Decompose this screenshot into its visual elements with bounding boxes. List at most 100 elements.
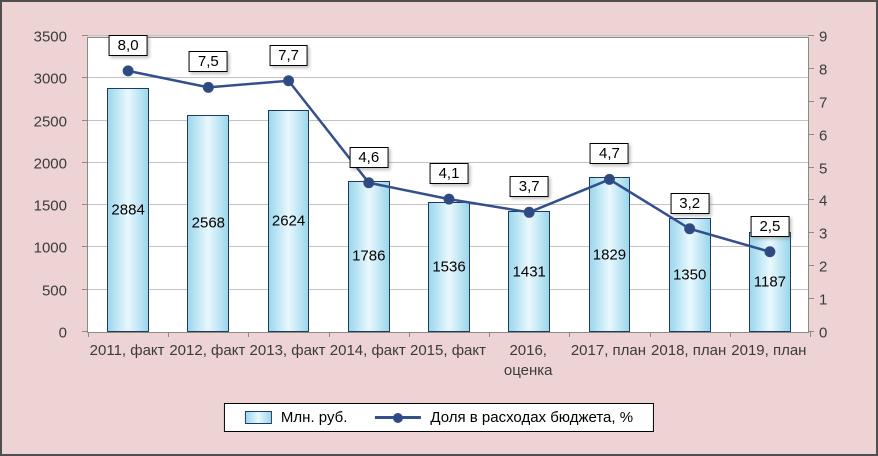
y-axis-left-tick-mark: [82, 77, 88, 79]
gridline: [88, 77, 808, 79]
line-marker: [363, 177, 375, 189]
x-axis-category-label: 2019, план: [731, 342, 807, 359]
y-axis-right-tick-mark: [808, 67, 814, 69]
x-axis-category-label: 2013, факт: [249, 342, 326, 359]
line-marker: [202, 81, 214, 93]
bar-value-label: 2624: [271, 212, 306, 230]
y-axis-left-tick-mark: [82, 119, 88, 121]
y-axis-right-tick-label: 8: [819, 61, 828, 79]
line-value-label: 3,2: [670, 192, 710, 214]
y-axis-left-tick-label: 3000: [33, 70, 67, 88]
x-axis-tick-mark: [649, 332, 651, 337]
y-axis-right-tick-mark: [808, 199, 814, 201]
bar: [107, 88, 149, 332]
x-axis-tick-mark: [168, 332, 170, 337]
x-axis-tick-mark: [729, 332, 731, 337]
y-axis-left-tick-mark: [82, 288, 88, 290]
line-marker: [443, 193, 455, 205]
x-axis-tick-mark: [569, 332, 571, 337]
bar-value-label: 1786: [352, 247, 386, 265]
line-marker-icon: [393, 412, 404, 423]
line-marker: [684, 223, 696, 235]
bar-swatch-icon: [244, 411, 272, 424]
bar: [588, 177, 631, 332]
x-axis-tick-mark: [248, 332, 250, 337]
x-axis-category-label: 2014, факт: [329, 342, 406, 359]
gridline: [88, 35, 808, 36]
line-value-label: 8,0: [108, 34, 148, 56]
bar-value-label: 1536: [432, 258, 466, 276]
line-value-label: 4,1: [429, 163, 469, 185]
bar-value-label: 2884: [111, 201, 145, 219]
line-marker: [283, 75, 295, 87]
x-axis-tick-mark: [328, 332, 330, 337]
bar-value-label: 1829: [592, 246, 627, 264]
gridline: [88, 119, 808, 121]
line-marker: [122, 65, 134, 77]
y-axis-left-tick-label: 2500: [33, 113, 67, 131]
y-axis-left-tick-label: 500: [41, 282, 67, 300]
line-path: [127, 69, 771, 253]
y-axis-right-tick-label: 5: [819, 160, 828, 178]
y-axis-right-tick-mark: [808, 232, 814, 234]
y-axis-left-tick-mark: [82, 331, 88, 332]
y-axis-right-tick-mark: [808, 265, 814, 267]
x-axis-tick-mark: [408, 332, 410, 337]
y-axis-right-tick-label: 2: [819, 258, 828, 276]
line-value-label: 2,5: [750, 215, 790, 237]
y-axis-left-tick-label: 1500: [33, 197, 67, 215]
bar: [187, 114, 230, 332]
legend-item-bar-series: Млн. руб.: [244, 409, 348, 426]
y-axis-right-tick-label: 3: [819, 225, 828, 243]
bar: [267, 110, 310, 332]
bar: [508, 210, 551, 332]
bar-value-label: 1431: [512, 263, 546, 280]
bar-value-label: 1187: [753, 273, 787, 291]
y-axis-left-tick-label: 1000: [33, 239, 67, 257]
y-axis-right-tick-label: 7: [819, 94, 828, 112]
bar: [668, 217, 711, 332]
bar-value-label: 2568: [191, 214, 226, 232]
x-axis: 2011, факт 2012, факт 2013, факт 2014, факт…: [87, 333, 809, 395]
y-axis-left-tick-mark: [82, 246, 88, 248]
y-axis-right-tick-label: 4: [819, 192, 828, 210]
y-axis-right-tick-label: 0: [819, 324, 828, 342]
x-axis-category-label: 2018, план: [651, 342, 727, 359]
x-axis-tick-mark: [810, 332, 811, 337]
y-axis-left-tick-mark: [82, 161, 88, 163]
plot-area: 2884 2568 2624 1786 1536 1431 1829 1350 1187 8,0 7…: [82, 34, 814, 337]
legend-bar-label: Млн. руб.: [280, 409, 348, 426]
bar-value-label: 1350: [672, 266, 707, 284]
x-axis-tick-mark: [88, 332, 89, 337]
line-marker: [603, 173, 615, 185]
gridline: [88, 161, 808, 163]
x-axis-category-label: 2011, факт: [89, 342, 165, 359]
x-axis-category-label: 2012, факт: [169, 342, 246, 359]
y-axis-right-tick-label: 6: [819, 127, 828, 145]
line-value-label: 4,6: [349, 146, 389, 168]
bar: [347, 180, 390, 332]
y-axis-right-tick-mark: [808, 133, 814, 135]
bar: [428, 202, 470, 332]
y-axis-left-tick-label: 2000: [33, 155, 67, 173]
y-axis-right-tick-label: 1: [819, 291, 828, 309]
line-value-label: 4,7: [590, 143, 629, 165]
y-axis-right: 0 1 2 3 4 5 6 7 8 9: [811, 29, 871, 342]
line-marker: [523, 206, 535, 218]
legend-item-line-series: Доля в расходах бюджета, %: [375, 409, 633, 426]
line-marker: [764, 246, 776, 258]
line-series: [122, 65, 776, 258]
legend-line-label: Доля в расходах бюджета, %: [430, 409, 634, 426]
line-value-label: 3,7: [509, 176, 549, 198]
y-axis-right-tick-mark: [808, 298, 814, 300]
x-axis-tick-mark: [489, 332, 491, 337]
y-axis-right-tick-mark: [808, 35, 814, 36]
legend: Млн. руб. Доля в расходах бюджета, %: [223, 403, 655, 432]
x-axis-category-label: 2016, оценка: [503, 342, 553, 379]
line-value-label: 7,5: [188, 51, 228, 73]
y-axis-left-tick-mark: [82, 35, 88, 36]
y-axis-right-tick-label: 9: [819, 28, 828, 46]
y-axis-right-tick-mark: [808, 331, 814, 332]
y-axis-left-tick-mark: [82, 204, 88, 206]
